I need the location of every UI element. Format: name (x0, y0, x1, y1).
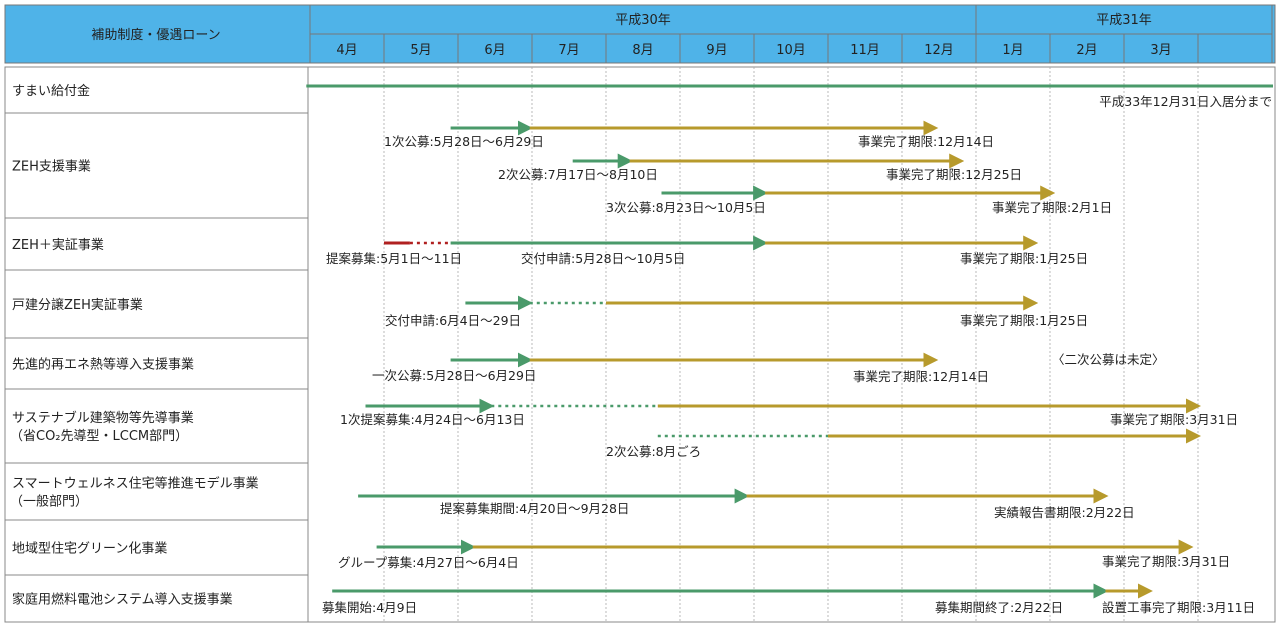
row-label: スマートウェルネス住宅等推進モデル事業 (12, 476, 259, 492)
annotation: 3次公募:8月23日～10月5日 (606, 200, 766, 215)
row-sublabel: （一般部門） (10, 494, 88, 510)
timeline-bars (306, 84, 1273, 599)
table-border (4, 66, 1276, 623)
annotation: 事業完了期限:12月14日 (858, 134, 994, 149)
row-label: ZEH支援事業 (12, 159, 91, 175)
annotation: 1次提案募集:4月24日～6月13日 (340, 412, 525, 427)
header: 補助制度・優遇ローン 平成30年 平成31年 4月 5月 6月 7月 8月 9月 10月 11月… (4, 4, 1276, 64)
grid (4, 66, 1276, 623)
row-label: サステナブル建築物等先導事業 (12, 410, 194, 426)
month-label: 7月 (558, 43, 579, 58)
row-label: 戸建分譲ZEH実証事業 (12, 297, 143, 313)
row-sublabel: （省CO₂先導型・LCCM部門） (10, 429, 188, 444)
annotation: 2次公募:8月ごろ (606, 444, 701, 459)
annotation: 2次公募:7月17日～8月10日 (498, 167, 658, 182)
annotation: 提案募集期間:4月20日～9月28日 (440, 501, 629, 516)
row-label: ZEH＋実証事業 (12, 237, 104, 253)
annotation: 募集開始:4月9日 (322, 600, 417, 615)
row-labels: すまい給付金 ZEH支援事業 ZEH＋実証事業戸建分譲ZEH実証事業先進的再エネ熱等… (10, 83, 259, 608)
month-label: 8月 (632, 43, 653, 58)
annotation: 交付申請:5月28日～10月5日 (521, 251, 685, 266)
annotation: 1次公募:5月28日～6月29日 (384, 134, 544, 149)
annotation: 事業完了期限:3月31日 (1102, 554, 1230, 569)
month-label: 4月 (336, 43, 357, 58)
annotation: グループ募集:4月27日～6月4日 (338, 555, 519, 570)
year-label: 平成30年 (615, 13, 671, 28)
annotations: 平成33年12月31日入居分まで 1次公募:5月28日～6月29日 事業完了期限… (322, 94, 1272, 615)
month-label: 12月 (924, 43, 954, 58)
annotation: 設置工事完了期限:3月11日 (1102, 600, 1255, 615)
category-header: 補助制度・優遇ローン (91, 27, 220, 43)
month-label: 2月 (1076, 43, 1097, 58)
annotation: 事業完了期限:1月25日 (960, 313, 1088, 328)
row-label: 先進的再エネ熱等導入支援事業 (12, 357, 194, 373)
annotation: 実績報告書期限:2月22日 (994, 505, 1135, 520)
annotation: 平成33年12月31日入居分まで (1099, 94, 1272, 109)
row-label: すまい給付金 (12, 83, 90, 99)
annotation: 〈二次公募は未定〉 (1052, 352, 1165, 367)
year-label: 平成31年 (1096, 13, 1152, 28)
row-label: 家庭用燃料電池システム導入支援事業 (12, 592, 233, 608)
annotation: 交付申請:6月4日～29日 (385, 313, 521, 328)
month-label: 10月 (776, 43, 806, 58)
month-label: 5月 (410, 43, 431, 58)
month-label: 11月 (850, 43, 880, 58)
annotation: 事業完了期限:12月14日 (853, 369, 989, 384)
annotation: 募集期間終了:2月22日 (935, 600, 1063, 615)
annotation: 事業完了期限:2月1日 (992, 200, 1112, 215)
month-label: 3月 (1150, 43, 1171, 58)
month-label: 6月 (484, 43, 505, 58)
row-label: 地域型住宅グリーン化事業 (12, 541, 167, 557)
month-cell (1197, 33, 1273, 64)
annotation: 事業完了期限:12月25日 (886, 167, 1022, 182)
month-label: 1月 (1002, 43, 1023, 58)
month-cells: 4月 5月 6月 7月 8月 9月 10月 11月 12月 1月 2月 3月 (309, 5, 1273, 64)
annotation: 事業完了期限:3月31日 (1110, 412, 1238, 427)
annotation: 事業完了期限:1月25日 (960, 251, 1088, 266)
annotation: 一次公募:5月28日～6月29日 (372, 368, 536, 383)
month-label: 9月 (706, 43, 727, 58)
annotation: 提案募集:5月1日～11日 (326, 251, 462, 266)
